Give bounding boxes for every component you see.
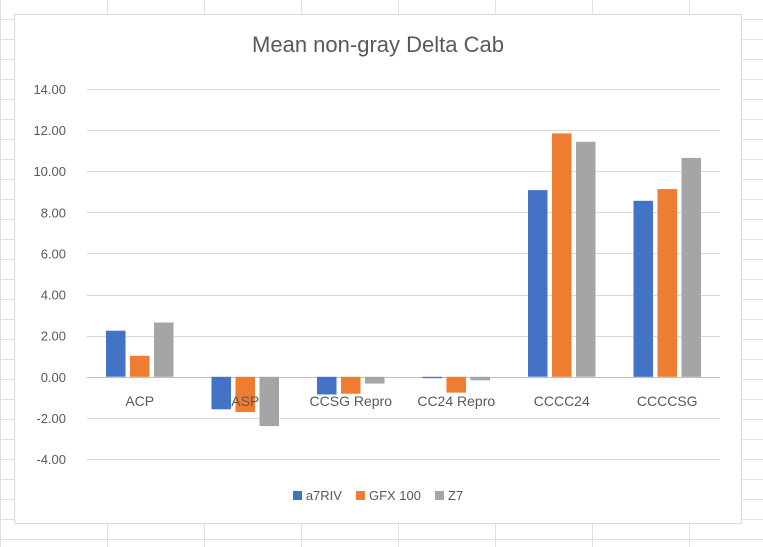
bar-gfx-100-cccc24[interactable] — [552, 133, 572, 377]
bar-z7-ccccsg[interactable] — [681, 157, 702, 377]
bar-z7-asp[interactable] — [259, 376, 280, 427]
y-tick-label: 0.00 — [41, 370, 66, 385]
x-category-label: CCCC24 — [534, 393, 590, 409]
x-category-label: ASP — [231, 393, 259, 409]
y-tick-label: 12.00 — [33, 123, 66, 138]
bar-a7riv-acp[interactable] — [106, 330, 126, 377]
bar-z7-cccc24[interactable] — [576, 141, 596, 377]
bar-gfx-100-ccsg-repro[interactable] — [341, 376, 361, 394]
legend-swatch — [355, 491, 365, 500]
legend-label: Z7 — [448, 488, 464, 503]
y-tick-label: 14.00 — [33, 82, 66, 97]
y-tick-label: 10.00 — [33, 164, 66, 179]
y-tick-label: 6.00 — [41, 246, 66, 261]
chart-area[interactable] — [14, 14, 742, 524]
bar-a7riv-cc24-repro[interactable] — [422, 376, 443, 379]
x-category-label: CC24 Repro — [417, 393, 495, 409]
bar-gfx-100-ccccsg[interactable] — [657, 189, 678, 377]
legend-label: GFX 100 — [368, 488, 421, 503]
legend-swatch — [435, 491, 444, 500]
bar-gfx-100-cc24-repro[interactable] — [446, 376, 467, 393]
bar-z7-cc24-repro[interactable] — [470, 376, 491, 381]
legend-item[interactable]: a7RIV — [292, 488, 342, 503]
chart-title: Mean non-gray Delta Cab — [252, 32, 504, 57]
bar-gfx-100-asp[interactable] — [235, 376, 256, 412]
y-tick-label: -4.00 — [36, 452, 66, 467]
legend-item[interactable]: Z7 — [435, 488, 463, 503]
x-category-label: CCCCSG — [637, 393, 698, 409]
y-tick-label: 8.00 — [41, 205, 66, 220]
y-tick-label: 2.00 — [41, 329, 66, 344]
legend-label: a7RIV — [305, 488, 342, 503]
y-tick-label: -2.00 — [36, 411, 66, 426]
bar-a7riv-ccsg-repro[interactable] — [317, 376, 337, 395]
y-tick-label: 4.00 — [41, 288, 66, 303]
legend-swatch — [292, 491, 302, 500]
bar-z7-ccsg-repro[interactable] — [365, 376, 385, 384]
bar-z7-acp[interactable] — [154, 322, 174, 377]
bar-a7riv-asp[interactable] — [211, 376, 232, 410]
x-category-label: ACP — [125, 393, 154, 409]
bar-gfx-100-acp[interactable] — [130, 355, 150, 377]
x-category-label: CCSG Repro — [310, 393, 393, 409]
bar-a7riv-ccccsg[interactable] — [633, 200, 654, 377]
legend-item[interactable]: GFX 100 — [355, 488, 421, 503]
bar-a7riv-cccc24[interactable] — [528, 190, 548, 377]
legend: a7RIV GFX 100 Z7 — [14, 488, 742, 503]
